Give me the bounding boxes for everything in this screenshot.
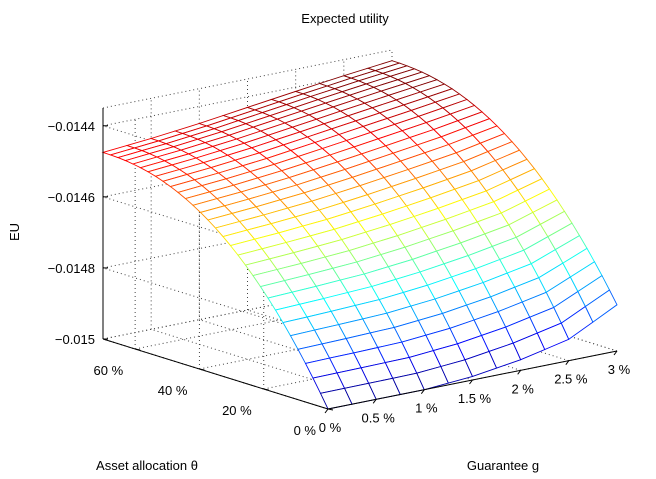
x-tick-2 — [420, 389, 425, 394]
z-axis-label: EU — [7, 223, 22, 241]
x-tick-6 — [613, 350, 618, 356]
x-tick-3 — [469, 379, 473, 385]
tick-marks — [103, 125, 618, 414]
z-tick-label: −0.0144 — [48, 119, 95, 134]
x-tick-label: 1.5 % — [458, 391, 492, 406]
surface-mesh — [101, 60, 618, 410]
chart-title: Expected utility — [301, 11, 389, 26]
z-tick-label: −0.0148 — [48, 261, 95, 276]
y-tick-2 — [199, 368, 205, 371]
x-tick-4 — [517, 370, 522, 375]
y-tick-1 — [263, 388, 269, 391]
y-tick-label: 40 % — [158, 383, 188, 398]
z-tick-label: −0.0146 — [48, 190, 95, 205]
y-tick-3 — [135, 348, 141, 351]
grid-z-left-0 — [102, 125, 329, 197]
x-tick-label: 1 % — [415, 401, 438, 416]
x-tick-label: 3 % — [608, 362, 631, 377]
y-tick-label: 20 % — [222, 403, 252, 418]
x-tick-1 — [372, 399, 377, 404]
grid-x-floor-2 — [199, 319, 425, 391]
x-axis-label: Guarantee g — [467, 458, 539, 473]
x-tick-label: 2.5 % — [554, 372, 588, 387]
x-tick-label: 0.5 % — [362, 410, 396, 425]
surface-cell — [584, 289, 618, 323]
y-tick-label: 60 % — [94, 363, 124, 378]
y-tick-0 — [327, 408, 334, 411]
y-axis-line — [102, 338, 329, 410]
x-tick-5 — [565, 360, 570, 365]
y-axis-label: Asset allocation θ — [96, 458, 198, 473]
z-tick-label: −0.015 — [55, 332, 95, 347]
tick-labels: 0 % 0.5 % 1 % 1.5 % 2 % 2.5 % 3 % 0 % 20 % 40 % 60… — [48, 119, 631, 438]
x-tick-label: 2 % — [511, 381, 534, 396]
grid-x-floor-1 — [151, 328, 377, 400]
y-tick-label: 0 % — [294, 423, 317, 438]
x-tick-label: 0 % — [319, 420, 342, 435]
grid-z-left-2 — [102, 267, 329, 339]
grid-z-left-1 — [102, 196, 329, 268]
x-tick-0 — [324, 408, 329, 414]
